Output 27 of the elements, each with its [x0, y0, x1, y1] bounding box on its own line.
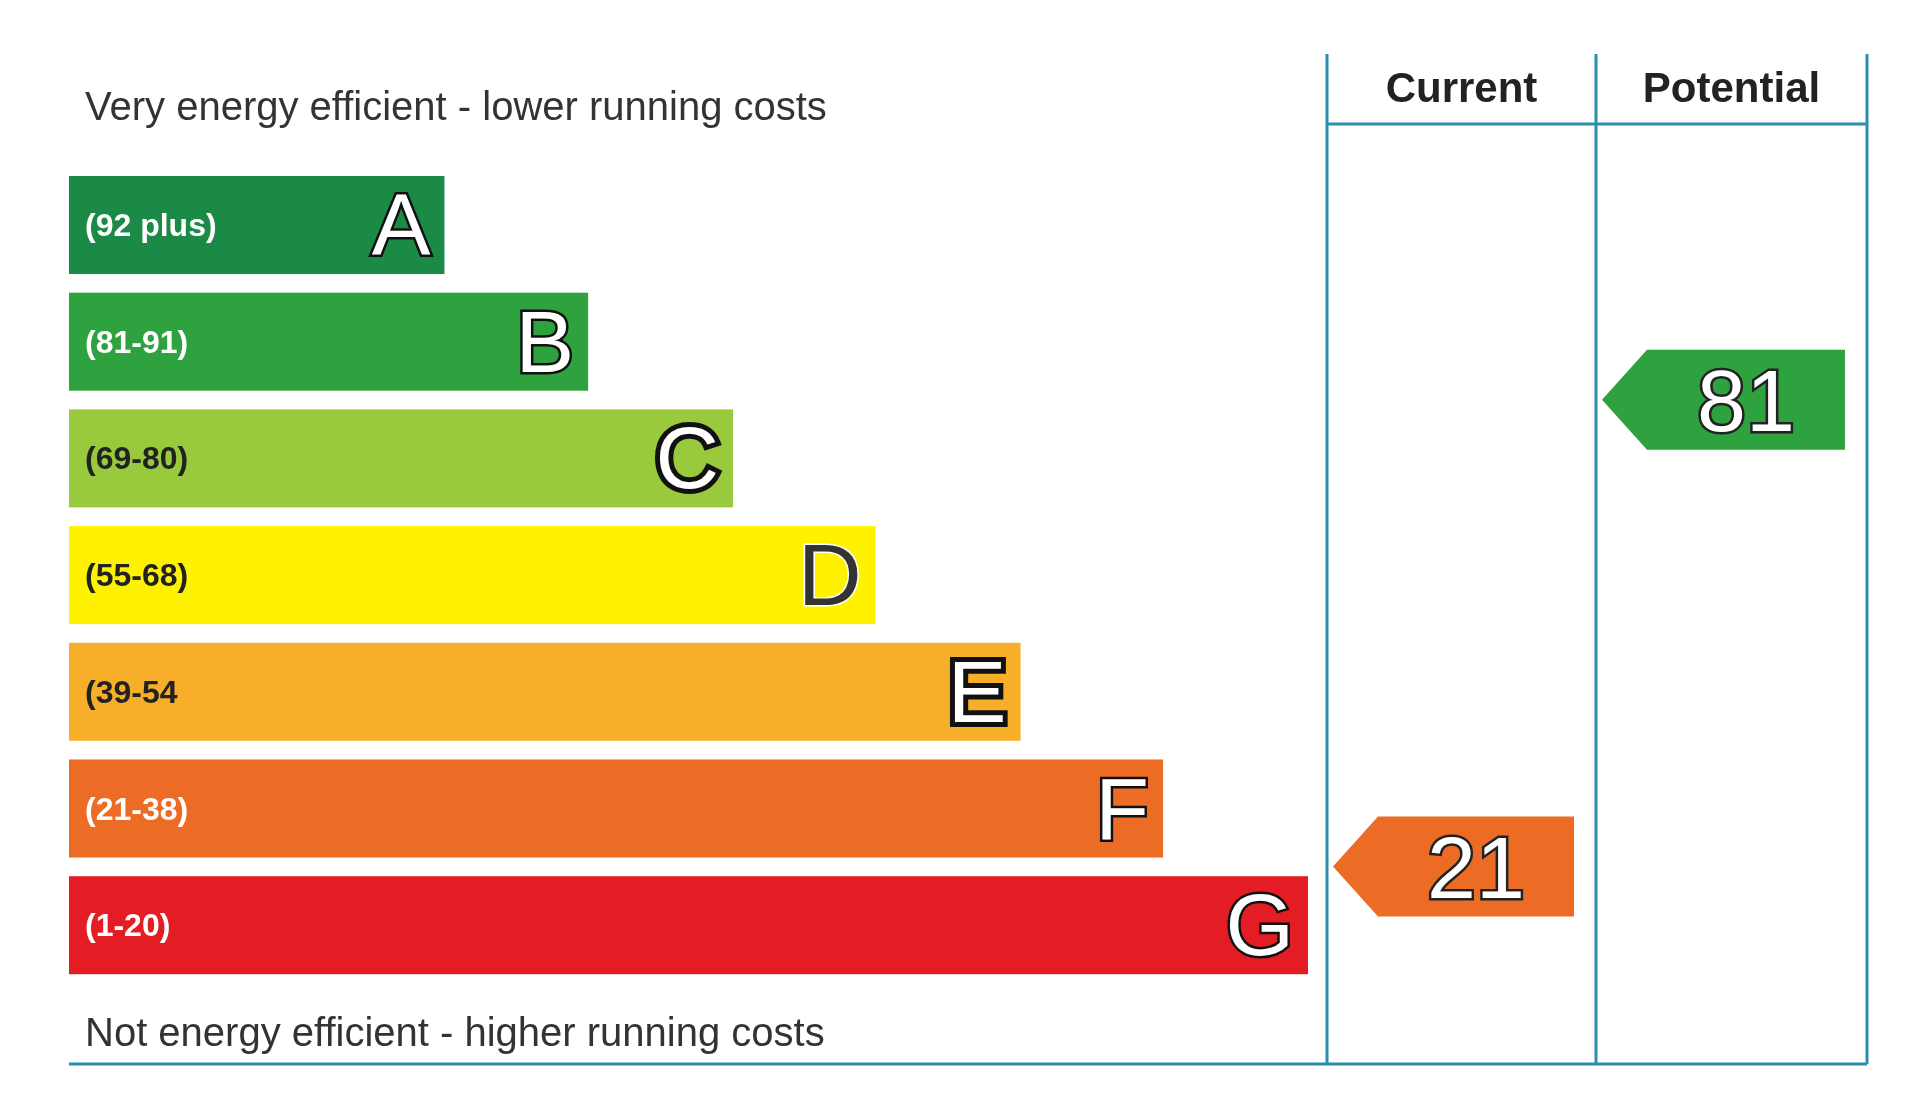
- text: 21: [1427, 817, 1525, 917]
- y-tick-label: (21-38): [85, 790, 189, 827]
- annotation: F: [1095, 758, 1150, 858]
- bar: [69, 409, 734, 508]
- text: Not energy efficient - higher running costs: [85, 1010, 825, 1054]
- annotation: C: [655, 408, 720, 508]
- y-tick-label: (1-20): [85, 907, 171, 944]
- text: 81: [1697, 350, 1795, 450]
- text: Current: [1385, 64, 1538, 111]
- annotation: B: [515, 291, 575, 391]
- text: Very energy efficient - lower running costs: [85, 84, 827, 128]
- annotation: E: [947, 641, 1007, 741]
- annotation: A: [371, 175, 431, 274]
- bar: [69, 759, 1164, 858]
- y-tick-label: (81-91): [85, 323, 189, 360]
- y-tick-label: (39-54: [85, 673, 178, 710]
- bar: [69, 642, 1021, 741]
- y-tick-label: (69-80): [85, 440, 189, 477]
- bar: [69, 526, 876, 625]
- y-tick-label: (92 plus): [85, 207, 217, 243]
- annotation: G: [1225, 875, 1294, 975]
- y-tick-label: (55-68): [85, 557, 189, 594]
- bar: [69, 876, 1308, 975]
- text: Potential: [1642, 64, 1821, 111]
- bar: [69, 176, 445, 274]
- bar: [69, 292, 589, 391]
- annotation: D: [798, 525, 862, 625]
